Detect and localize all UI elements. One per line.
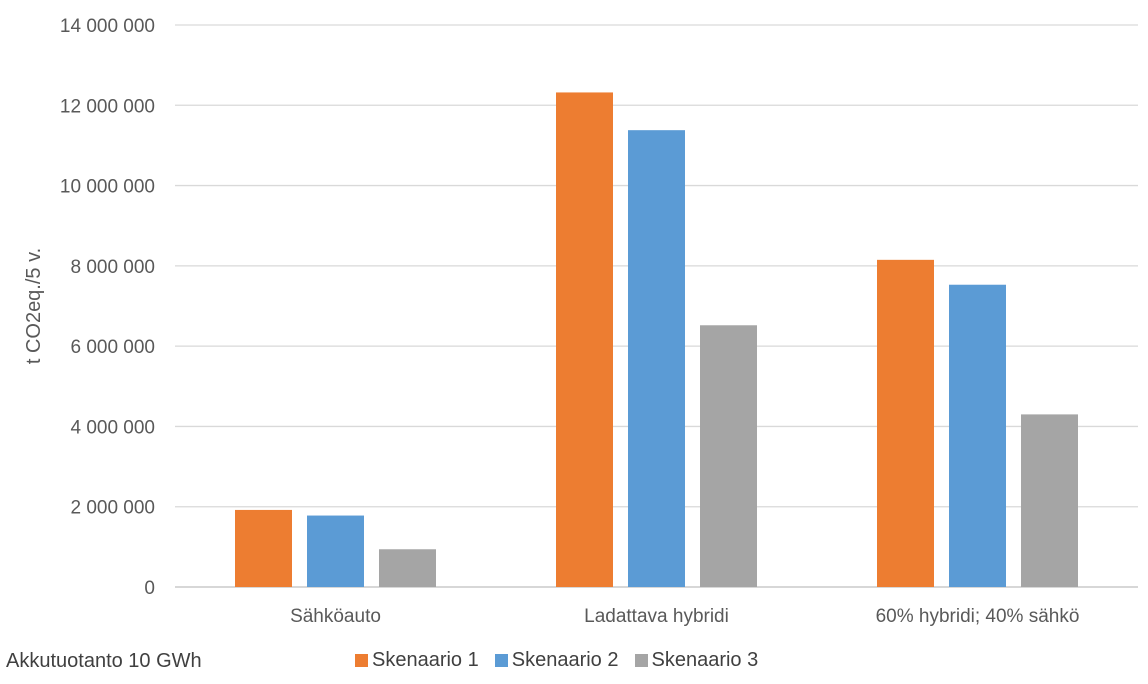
y-tick-label: 10 000 000 xyxy=(60,177,155,198)
legend-item: Skenaario 1 xyxy=(355,649,479,672)
legend-label: Skenaario 1 xyxy=(372,649,479,671)
legend-item: Skenaario 2 xyxy=(494,649,619,672)
bar xyxy=(700,325,757,587)
legend-item: Skenaario 3 xyxy=(634,649,759,672)
legend-swatch xyxy=(634,654,648,667)
legend-swatch xyxy=(355,654,368,667)
y-tick-label: 0 xyxy=(144,578,155,599)
bar xyxy=(235,509,292,587)
y-axis-ticks: 0 2 000 000 4 000 000 6 000 000 8 000 000 10 … xyxy=(60,16,155,599)
bar-chart: 0 2 000 000 4 000 000 6 000 000 8 000 000 10 … xyxy=(23,16,1138,627)
legend-label: Skenaario 3 xyxy=(651,649,759,671)
bar xyxy=(556,92,613,587)
bar xyxy=(307,515,364,587)
bar xyxy=(379,549,436,587)
bar xyxy=(628,130,685,587)
y-axis-label: t CO2eq./5 v. xyxy=(23,248,45,364)
footnote: Akkutuotanto 10 GWh xyxy=(6,650,202,672)
legend-swatch xyxy=(494,654,508,667)
y-tick-label: 14 000 000 xyxy=(60,16,155,37)
legend: Skenaario 1 Skenaario 2 Skenaario 3 xyxy=(355,649,758,672)
legend-label: Skenaario 2 xyxy=(511,649,619,671)
bar xyxy=(877,259,934,587)
bar xyxy=(949,284,1006,587)
x-category-label: 60% hybridi; 40% sähkö xyxy=(876,606,1080,627)
y-tick-label: 6 000 000 xyxy=(70,337,155,358)
y-tick-label: 4 000 000 xyxy=(70,417,155,438)
y-tick-label: 8 000 000 xyxy=(70,257,155,278)
bar xyxy=(1021,414,1078,587)
x-category-label: Sähköauto xyxy=(290,606,381,627)
bars xyxy=(235,92,1078,587)
y-tick-label: 12 000 000 xyxy=(60,96,155,117)
y-tick-label: 2 000 000 xyxy=(70,498,155,519)
x-axis-categories: Sähköauto Ladattava hybridi 60% hybridi; 4… xyxy=(290,606,1079,627)
x-category-label: Ladattava hybridi xyxy=(584,606,729,627)
